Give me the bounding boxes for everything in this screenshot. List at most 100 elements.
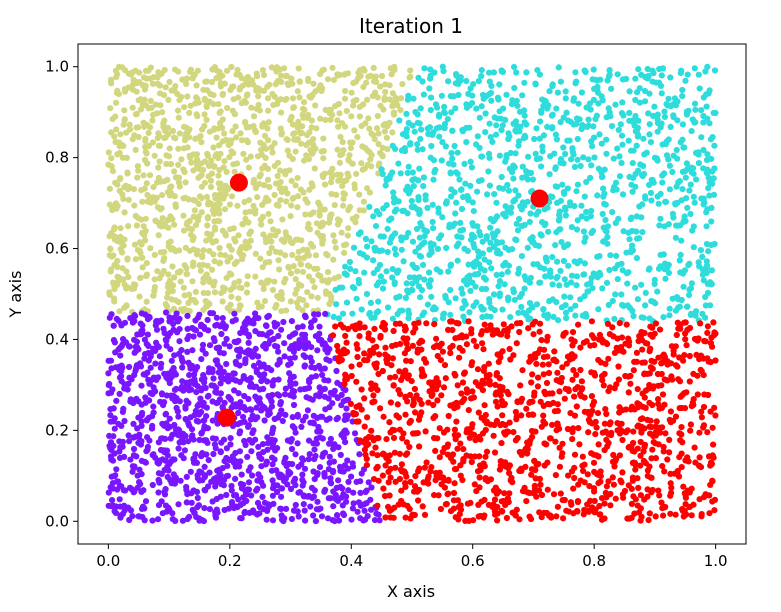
data-point: [484, 191, 491, 198]
data-point: [610, 481, 618, 488]
data-point: [228, 499, 236, 506]
data-point: [170, 134, 178, 141]
data-point: [199, 252, 206, 259]
data-point: [263, 277, 271, 284]
data-point: [240, 373, 247, 380]
data-point: [375, 141, 382, 148]
data-point: [348, 363, 355, 370]
data-point: [141, 185, 148, 192]
data-point: [138, 401, 145, 408]
data-point: [356, 191, 363, 198]
data-point: [171, 221, 178, 228]
data-point: [273, 301, 280, 309]
data-point: [705, 391, 712, 399]
data-point: [548, 112, 556, 119]
data-point: [690, 401, 697, 409]
data-point: [210, 450, 217, 458]
data-point: [433, 335, 440, 342]
data-point: [345, 225, 352, 232]
data-point: [273, 467, 280, 474]
data-point: [121, 86, 128, 93]
data-point: [109, 168, 117, 175]
data-point: [206, 342, 214, 349]
data-point: [188, 499, 195, 506]
data-point: [708, 204, 715, 211]
data-point: [277, 471, 284, 478]
data-point: [573, 188, 580, 195]
data-point: [389, 274, 396, 281]
data-point: [613, 381, 620, 388]
data-point: [655, 487, 662, 494]
data-point: [215, 196, 222, 203]
data-point: [553, 105, 560, 112]
data-point: [524, 244, 531, 251]
data-point: [711, 507, 718, 514]
data-point: [549, 254, 556, 261]
data-point: [673, 331, 680, 339]
data-point: [681, 405, 689, 412]
data-point: [687, 421, 695, 428]
data-point: [277, 505, 284, 512]
data-point: [593, 112, 601, 119]
data-point: [444, 451, 451, 458]
data-point: [309, 277, 316, 284]
data-point: [587, 213, 595, 220]
data-point: [521, 79, 528, 86]
data-point: [144, 313, 151, 320]
data-point: [237, 458, 244, 465]
data-point: [317, 115, 324, 122]
data-point: [498, 498, 505, 505]
data-point: [481, 267, 488, 274]
data-point: [170, 305, 178, 312]
data-point: [466, 309, 473, 316]
data-point: [682, 77, 689, 84]
data-point: [482, 285, 489, 293]
data-point: [269, 286, 276, 294]
data-point: [312, 373, 320, 380]
data-point: [396, 293, 403, 300]
data-point: [358, 160, 365, 167]
data-point: [279, 216, 286, 223]
data-point: [618, 110, 626, 117]
data-point: [625, 389, 632, 396]
data-point: [420, 183, 427, 190]
data-point: [295, 248, 302, 255]
data-point: [216, 244, 223, 252]
data-point: [504, 268, 511, 275]
data-point: [659, 463, 666, 470]
data-point: [478, 73, 485, 80]
data-point: [545, 361, 552, 368]
data-point: [166, 506, 173, 513]
data-point: [666, 305, 673, 312]
data-point: [150, 184, 157, 191]
data-point: [130, 76, 137, 84]
data-point: [193, 389, 200, 396]
data-point: [149, 117, 156, 124]
data-point: [328, 168, 335, 175]
data-point: [465, 407, 472, 414]
data-point: [517, 203, 524, 210]
data-point: [167, 435, 174, 442]
data-point: [416, 209, 423, 216]
data-point: [588, 138, 595, 145]
data-point: [315, 506, 322, 513]
data-point: [403, 357, 410, 364]
data-point: [598, 140, 605, 147]
data-point: [482, 129, 489, 136]
data-point: [215, 344, 223, 351]
data-point: [709, 134, 716, 141]
data-point: [160, 447, 167, 454]
data-point: [433, 342, 440, 349]
data-point: [519, 163, 526, 170]
data-point: [337, 451, 344, 458]
data-point: [292, 276, 299, 283]
data-point: [448, 193, 455, 200]
data-point: [496, 331, 503, 338]
data-point: [358, 386, 365, 393]
data-point: [694, 391, 701, 398]
data-point: [688, 169, 695, 176]
data-point: [386, 96, 393, 103]
data-point: [306, 379, 313, 386]
data-point: [364, 513, 371, 520]
data-point: [645, 266, 653, 273]
